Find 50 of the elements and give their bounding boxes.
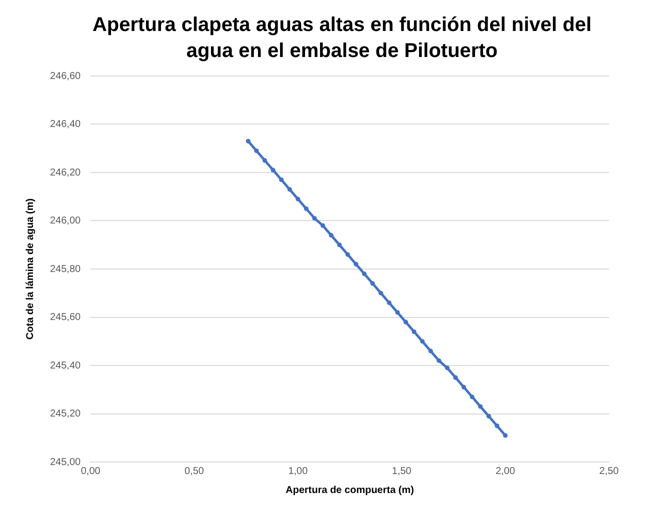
point — [386, 300, 392, 306]
point — [312, 216, 317, 221]
point — [395, 310, 400, 315]
y-tick-label: 246,20 — [50, 167, 82, 178]
y-tick-label: 245,00 — [50, 456, 82, 468]
point — [503, 433, 508, 438]
point — [320, 223, 326, 228]
point — [412, 329, 416, 334]
point — [486, 414, 492, 418]
point — [378, 290, 384, 296]
point — [296, 196, 300, 202]
point — [420, 339, 425, 344]
point — [279, 177, 284, 182]
x-axis-title: Apertura de compuerta (m) — [286, 484, 414, 496]
chart-title: Apertura clapeta aguas altas en función del nivel del agua en el embalse de Pilotuerto — [91, 13, 593, 64]
y-tick-label: 245,20 — [50, 408, 82, 420]
point — [403, 320, 408, 324]
x-tick-label: 2,50 — [599, 466, 620, 477]
x-tick-label: 0,00 — [80, 466, 101, 477]
y-axis-title: Cota de la lámina de agua (m) — [24, 198, 36, 340]
x-tick-label: 1,00 — [288, 466, 308, 477]
point — [345, 252, 350, 257]
point — [262, 158, 268, 163]
y-tick-label: 245,80 — [50, 264, 82, 275]
y-tick-label: 245,60 — [50, 312, 82, 323]
point — [270, 168, 276, 172]
point — [328, 232, 334, 238]
y-tick-label: 245,40 — [50, 360, 82, 372]
point — [453, 375, 458, 380]
point — [254, 148, 259, 154]
point — [436, 358, 442, 363]
y-tick-label: 246,00 — [50, 216, 82, 226]
x-tick-label: 2,00 — [496, 466, 516, 477]
point — [246, 138, 250, 144]
point — [370, 281, 375, 286]
y-tick-label: 246,60 — [50, 70, 82, 82]
point — [304, 206, 309, 211]
point — [287, 187, 292, 192]
point — [462, 384, 466, 390]
point — [444, 366, 450, 370]
point — [354, 262, 358, 266]
x-tick-label: 1,50 — [392, 466, 412, 477]
x-tick-label: 0,50 — [184, 466, 204, 477]
point — [470, 394, 474, 400]
point — [428, 348, 433, 354]
point — [337, 242, 342, 248]
point — [362, 272, 367, 276]
point — [478, 404, 483, 409]
point — [494, 424, 500, 428]
y-tick-label: 246,40 — [50, 119, 82, 130]
